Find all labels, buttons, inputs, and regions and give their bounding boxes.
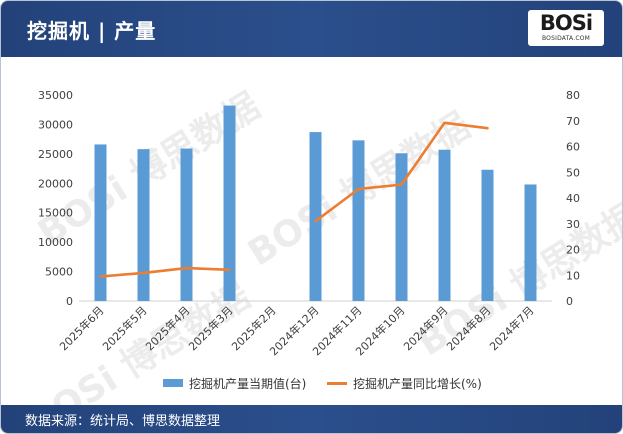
y-right-tick-label: 10 — [566, 269, 580, 282]
page-title: 挖掘机 | 产量 — [27, 19, 157, 43]
bar — [94, 144, 107, 301]
y-left-tick-label: 35000 — [38, 89, 73, 102]
logo-subtext: BOSIDATA.COM — [541, 35, 591, 42]
y-right-tick-label: 60 — [566, 141, 580, 154]
y-left-tick-label: 0 — [66, 295, 73, 308]
y-right-tick-label: 0 — [566, 295, 573, 308]
y-left-tick-label: 20000 — [38, 177, 73, 190]
line-series — [99, 266, 231, 278]
bar — [352, 140, 365, 301]
y-left-tick-label: 5000 — [45, 266, 73, 279]
line-series — [314, 121, 489, 223]
y-right-tick-label: 50 — [566, 166, 580, 179]
bar — [438, 149, 451, 301]
bar — [223, 105, 236, 301]
x-tick-label: 2025年5月 — [99, 303, 149, 353]
y-right-tick-label: 40 — [566, 192, 580, 205]
y-left-tick-label: 15000 — [38, 207, 73, 220]
x-tick-label: 2024年8月 — [443, 303, 493, 353]
x-tick-label: 2025年3月 — [185, 303, 235, 353]
bar — [309, 132, 322, 301]
x-tick-label: 2025年4月 — [142, 303, 192, 353]
legend-line-label: 挖掘机产量同比增长(%) — [353, 377, 482, 391]
bar — [395, 153, 408, 301]
legend-line-series: 挖掘机产量同比增长(%) — [327, 375, 487, 391]
legend-bar-series: 挖掘机产量当期值(台) — [163, 375, 313, 391]
y-right-tick-label: 20 — [566, 244, 580, 257]
x-tick-label: 2024年7月 — [486, 303, 536, 353]
y-right-tick-label: 80 — [566, 89, 580, 102]
bar — [481, 169, 494, 301]
logo-wordmark: BOSi — [539, 11, 593, 35]
legend-bar-label: 挖掘机产量当期值(台) — [189, 377, 307, 391]
bar — [180, 148, 193, 301]
bar — [137, 149, 150, 301]
legend-bar-swatch — [163, 379, 183, 387]
y-left-tick-label: 10000 — [38, 236, 73, 249]
legend-line-swatch — [327, 382, 347, 385]
y-right-tick-label: 70 — [566, 115, 580, 128]
x-tick-label: 2025年6月 — [56, 303, 106, 353]
data-source-note: 数据来源：统计局、博思数据整理 — [25, 414, 221, 429]
y-left-tick-label: 25000 — [38, 148, 73, 161]
footer-bar: 数据来源：统计局、博思数据整理 — [1, 405, 622, 433]
y-left-tick-label: 30000 — [38, 118, 73, 131]
bosi-logo: BOSi BOSIDATA.COM — [528, 10, 604, 46]
chart-plot: 0 5000 10000 15000 20000 25000 30000 35000 0 10 20… — [38, 89, 580, 358]
bar — [524, 184, 537, 301]
x-tick-label: 2024年9月 — [400, 303, 450, 353]
y-right-tick-label: 30 — [566, 218, 580, 231]
header-bar: 挖掘机 | 产量 BOSi BOSIDATA.COM — [1, 1, 622, 57]
